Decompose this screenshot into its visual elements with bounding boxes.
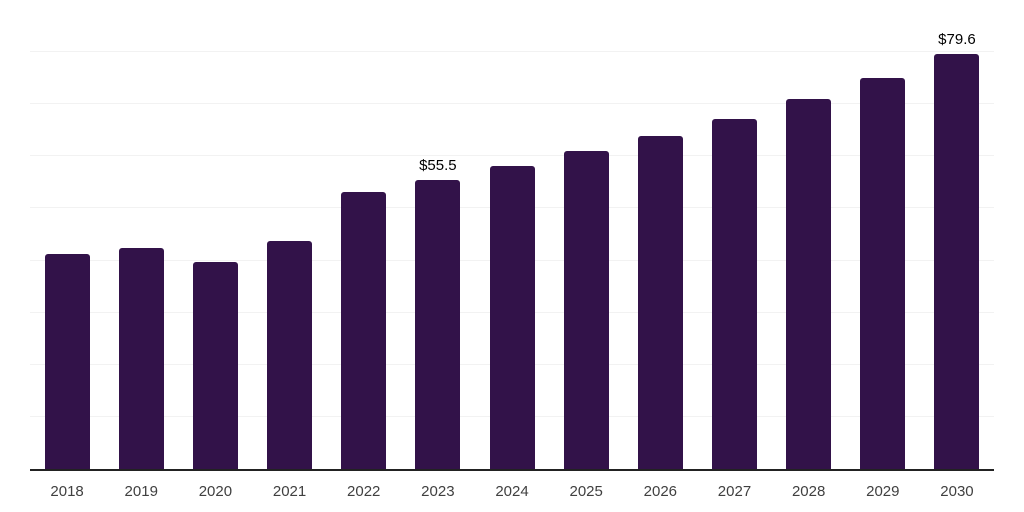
x-tick-2026: 2026: [643, 483, 678, 500]
bar-slot-2021: [252, 0, 326, 469]
bar-2019[interactable]: [118, 248, 164, 469]
bar-slot-2027: [697, 0, 771, 469]
bar-2027[interactable]: [711, 119, 757, 469]
value-label-2030: $79.6: [938, 31, 976, 49]
bar-2024[interactable]: [489, 166, 535, 469]
bar-2020[interactable]: [192, 261, 238, 469]
bar-2022[interactable]: [341, 192, 387, 469]
bar-slot-2025: [549, 0, 623, 469]
x-tick-2020: 2020: [198, 483, 233, 500]
x-tick-2022: 2022: [347, 483, 381, 500]
bar-slot-2026: [623, 0, 697, 469]
bar-slot-2018: [30, 0, 104, 469]
bar-2023[interactable]: [415, 179, 461, 469]
bar-slot-2023: $55.5: [401, 0, 475, 469]
x-tick-2025: 2025: [569, 483, 603, 500]
bar-slot-2029: [846, 0, 920, 469]
bar-slot-2020: [178, 0, 252, 469]
gridline-60: [30, 155, 994, 157]
bar-slot-2024: [475, 0, 549, 469]
gridline-80: [30, 51, 994, 53]
plot-area: $55.5 $79.6: [30, 0, 994, 471]
bar-slot-2022: [327, 0, 401, 469]
x-tick-2019: 2019: [124, 483, 158, 500]
x-tick-2028: 2028: [791, 483, 826, 500]
x-tick-2018: 2018: [50, 483, 84, 500]
x-tick-2027: 2027: [717, 483, 752, 500]
bar-slot-2028: [772, 0, 846, 469]
bars-container: $55.5 $79.6: [30, 0, 994, 469]
x-tick-2023: 2023: [421, 483, 455, 500]
x-tick-2029: 2029: [866, 483, 900, 500]
bar-2018[interactable]: [44, 254, 90, 469]
x-tick-2024: 2024: [495, 483, 529, 500]
bar-2026[interactable]: [637, 136, 683, 469]
bar-2029[interactable]: [860, 78, 906, 469]
bar-slot-2019: [104, 0, 178, 469]
bar-2030[interactable]: [934, 54, 980, 469]
value-label-2023: $55.5: [419, 156, 457, 174]
x-tick-2021: 2021: [272, 483, 307, 500]
x-tick-2030: 2030: [940, 483, 974, 500]
gridline-70: [30, 103, 994, 105]
bar-2021[interactable]: [267, 241, 313, 469]
bar-2028[interactable]: [786, 98, 832, 469]
bar-2025[interactable]: [563, 151, 609, 469]
x-axis-labels: 2018 2019 2020 2021 2022 2023 2024 2025 2026 2027…: [30, 483, 994, 501]
bar-slot-2030: $79.6: [920, 0, 994, 469]
